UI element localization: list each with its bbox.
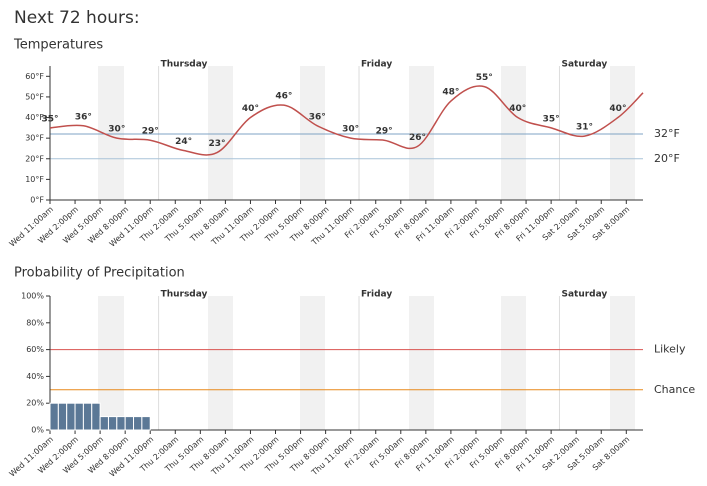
value-label: 55° [476,73,493,83]
value-label: 36° [75,112,92,122]
reference-label: Chance [654,383,695,396]
value-label: 29° [376,127,393,137]
value-label: 40° [509,104,526,114]
y-tick-label: 60% [26,345,44,354]
bar [49,402,59,431]
bar [66,402,76,431]
x-tick-label: Wed 11:00am [8,435,56,479]
value-label: 30° [108,125,125,135]
heading: Next 72 hours: [14,8,140,28]
y-tick-label: 20°F [25,154,44,163]
bar [141,416,151,431]
value-label: 40° [609,104,626,114]
reference-label: 20°F [654,152,680,165]
chart-title: Probability of Precipitation [14,266,185,281]
bar [82,402,93,431]
y-tick-label: 50°F [25,92,44,101]
value-label: 36° [309,112,326,122]
bar [107,416,118,431]
day-label: Thursday [161,60,208,70]
bar [133,416,143,431]
value-label: 31° [576,123,593,133]
value-label: 26° [409,133,426,143]
bar [116,416,126,431]
value-label: 46° [275,92,292,102]
y-tick-label: 20% [26,399,44,408]
y-tick-label: 30°F [25,134,44,143]
bar [99,416,109,431]
temperature-line [49,85,644,156]
value-label: 35° [543,114,560,124]
y-tick-label: 100% [21,292,44,301]
x-tick-label: Wed 11:00pm [108,435,156,479]
chart-title: Temperatures [13,38,103,53]
bar [124,416,135,431]
x-tick-label: Wed 11:00pm [108,205,156,249]
day-label: Friday [361,290,392,300]
day-label: Friday [361,60,392,70]
y-tick-label: 80% [26,318,44,327]
night-bands [98,66,635,430]
reference-label: 32°F [654,127,680,140]
bar [57,402,68,431]
y-tick-label: 40% [26,372,44,381]
day-label: Thursday [161,290,208,300]
bar [74,402,84,431]
value-label: 30° [342,125,359,135]
value-label: 48° [442,88,459,98]
y-tick-label: 40°F [25,113,44,122]
y-tick-label: 10°F [25,175,44,184]
x-tick-label: Wed 11:00am [8,205,56,249]
bar [91,402,101,431]
value-label: 35° [41,114,58,124]
reference-label: Likely [654,343,686,356]
value-label: 24° [175,137,192,147]
value-label: 40° [242,104,259,114]
value-label: 23° [209,139,226,149]
day-label: Saturday [561,60,607,70]
y-tick-label: 0°F [30,196,44,205]
value-label: 29° [142,127,159,137]
day-label: Saturday [561,290,607,300]
y-tick-label: 0% [31,426,44,435]
y-tick-label: 60°F [25,72,44,81]
